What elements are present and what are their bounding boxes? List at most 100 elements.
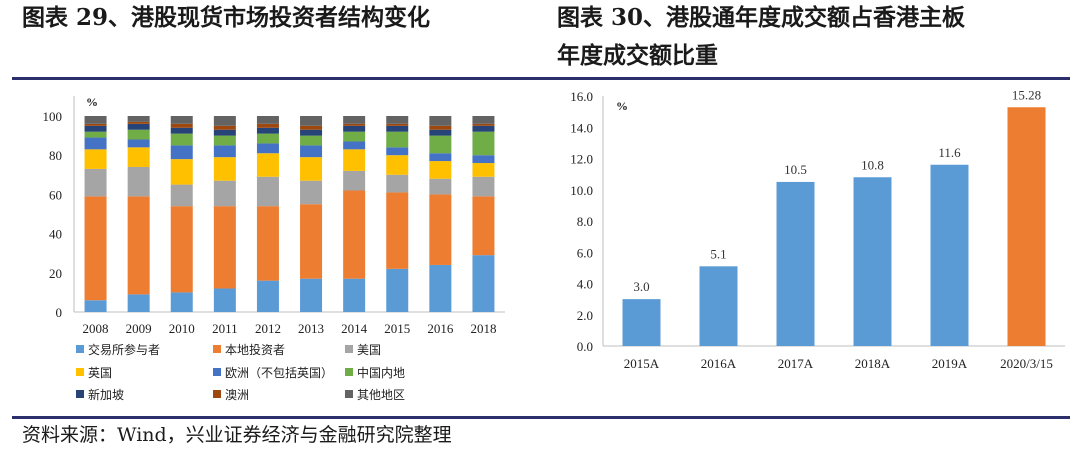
stacked-bar-segment bbox=[300, 135, 323, 146]
stacked-bar-segment bbox=[429, 178, 452, 195]
legend-swatch bbox=[76, 368, 84, 376]
stacked-bar-segment bbox=[343, 190, 366, 279]
y-tick-label: 4.0 bbox=[577, 277, 593, 292]
stacked-bar-segment bbox=[386, 155, 409, 175]
legend-label: 本地投资者 bbox=[225, 342, 285, 357]
legend-swatch bbox=[213, 368, 221, 376]
stacked-bar-segment bbox=[429, 264, 452, 312]
bar bbox=[853, 177, 892, 346]
legend-label: 美国 bbox=[357, 343, 381, 357]
stacked-bar-segment bbox=[429, 153, 452, 162]
x-tick-label: 2008 bbox=[83, 321, 109, 336]
bar bbox=[622, 299, 661, 346]
y-tick-label: 2.0 bbox=[577, 308, 593, 323]
bar bbox=[776, 181, 815, 346]
legend-swatch bbox=[76, 390, 84, 398]
data-label: 5.1 bbox=[710, 246, 726, 261]
x-tick-label: 2019A bbox=[932, 356, 968, 371]
stacked-bar-segment bbox=[256, 153, 279, 177]
stacked-bar-segment bbox=[213, 157, 236, 181]
stacked-bar-segment bbox=[386, 174, 409, 193]
y-tick-label: 6.0 bbox=[577, 245, 593, 260]
stacked-bar-segment bbox=[84, 125, 107, 132]
y-tick-label: 8.0 bbox=[577, 214, 593, 229]
stacked-bar-segment bbox=[170, 206, 193, 293]
y-tick-label: 60 bbox=[49, 187, 62, 202]
stacked-bar-segment bbox=[213, 288, 236, 312]
stacked-bar-segment bbox=[429, 135, 452, 154]
stacked-bar-segment bbox=[170, 159, 193, 185]
y-tick-label: 80 bbox=[49, 148, 62, 163]
legend-label: 交易所参与者 bbox=[88, 342, 160, 357]
stacked-bar-segment bbox=[127, 116, 150, 122]
bottom-divider bbox=[12, 416, 1070, 419]
legend-swatch bbox=[213, 390, 221, 398]
stacked-bar-segment bbox=[84, 131, 107, 138]
stacked-bar-segment bbox=[386, 147, 409, 156]
stacked-bar-segment bbox=[300, 180, 323, 205]
stacked-bar-segment bbox=[300, 125, 323, 130]
stacked-bar-segment bbox=[213, 145, 236, 158]
stacked-bar-segment bbox=[84, 168, 107, 197]
legend-label: 欧洲（不包括英国） bbox=[225, 365, 333, 380]
stacked-bar-segment bbox=[472, 255, 495, 312]
legend-label: 中国内地 bbox=[357, 365, 405, 380]
x-tick-label: 2012 bbox=[255, 321, 281, 336]
stacked-bar-segment bbox=[300, 145, 323, 158]
stacked-bar-segment bbox=[127, 196, 150, 295]
stacked-bar-segment bbox=[170, 133, 193, 146]
chart-29-title: 图表 29、港股现货市场投资者结构变化 bbox=[22, 4, 431, 31]
stacked-bar-segment bbox=[472, 125, 495, 132]
y-tick-label: 10.0 bbox=[570, 183, 593, 198]
legend-swatch bbox=[345, 345, 353, 353]
stacked-bar-segment bbox=[170, 123, 193, 128]
x-tick-label: 2017A bbox=[778, 356, 814, 371]
stacked-bar-segment bbox=[472, 123, 495, 126]
stacked-bar-segment bbox=[127, 147, 150, 167]
y-unit-label: % bbox=[86, 95, 98, 109]
stacked-bar-segment bbox=[213, 116, 236, 126]
stacked-bar-segment bbox=[343, 125, 366, 132]
stacked-bar-segment bbox=[213, 206, 236, 289]
stacked-bar-segment bbox=[343, 116, 366, 124]
stacked-bar-segment bbox=[343, 278, 366, 312]
stacked-bar-segment bbox=[84, 123, 107, 126]
x-tick-label: 2010 bbox=[169, 321, 195, 336]
y-tick-label: 0.0 bbox=[577, 339, 593, 354]
stacked-bar-segment bbox=[256, 176, 279, 207]
x-tick-label: 2016A bbox=[701, 356, 737, 371]
x-tick-label: 2013 bbox=[298, 321, 324, 336]
y-unit-label: % bbox=[616, 99, 628, 113]
stacked-bar-segment bbox=[256, 123, 279, 128]
stacked-bar-segment bbox=[170, 145, 193, 160]
stacked-bar-segment bbox=[84, 149, 107, 169]
bar bbox=[930, 164, 969, 346]
legend-label: 新加坡 bbox=[88, 387, 124, 402]
stacked-bar-segment bbox=[170, 127, 193, 134]
stacked-bar-segment bbox=[472, 163, 495, 177]
stacked-bar-segment bbox=[429, 125, 452, 130]
stacked-bar-segment bbox=[127, 121, 150, 124]
stacked-bar-segment bbox=[429, 116, 452, 126]
x-tick-label: 2018 bbox=[470, 321, 496, 336]
stacked-bar-segment bbox=[256, 116, 279, 124]
y-tick-label: 40 bbox=[49, 227, 62, 242]
stacked-bar-segment bbox=[127, 129, 150, 140]
stacked-bar-segment bbox=[256, 127, 279, 134]
stacked-bar-segment bbox=[127, 166, 150, 197]
stacked-bar-segment bbox=[170, 116, 193, 124]
x-tick-label: 2009 bbox=[126, 321, 152, 336]
stacked-bar-segment bbox=[386, 125, 409, 132]
stacked-bar-segment bbox=[170, 292, 193, 312]
y-tick-label: 0 bbox=[56, 305, 63, 320]
stacked-bar-segment bbox=[84, 196, 107, 301]
data-label: 15.28 bbox=[1012, 87, 1041, 102]
stacked-bar-segment bbox=[386, 192, 409, 269]
stacked-bar-segment bbox=[343, 131, 366, 142]
stacked-bar-segment bbox=[386, 116, 409, 124]
stacked-bar-segment bbox=[429, 194, 452, 265]
stacked-bar-segment bbox=[84, 137, 107, 150]
stacked-bar-segment bbox=[472, 155, 495, 164]
stacked-bar-segment bbox=[213, 180, 236, 207]
